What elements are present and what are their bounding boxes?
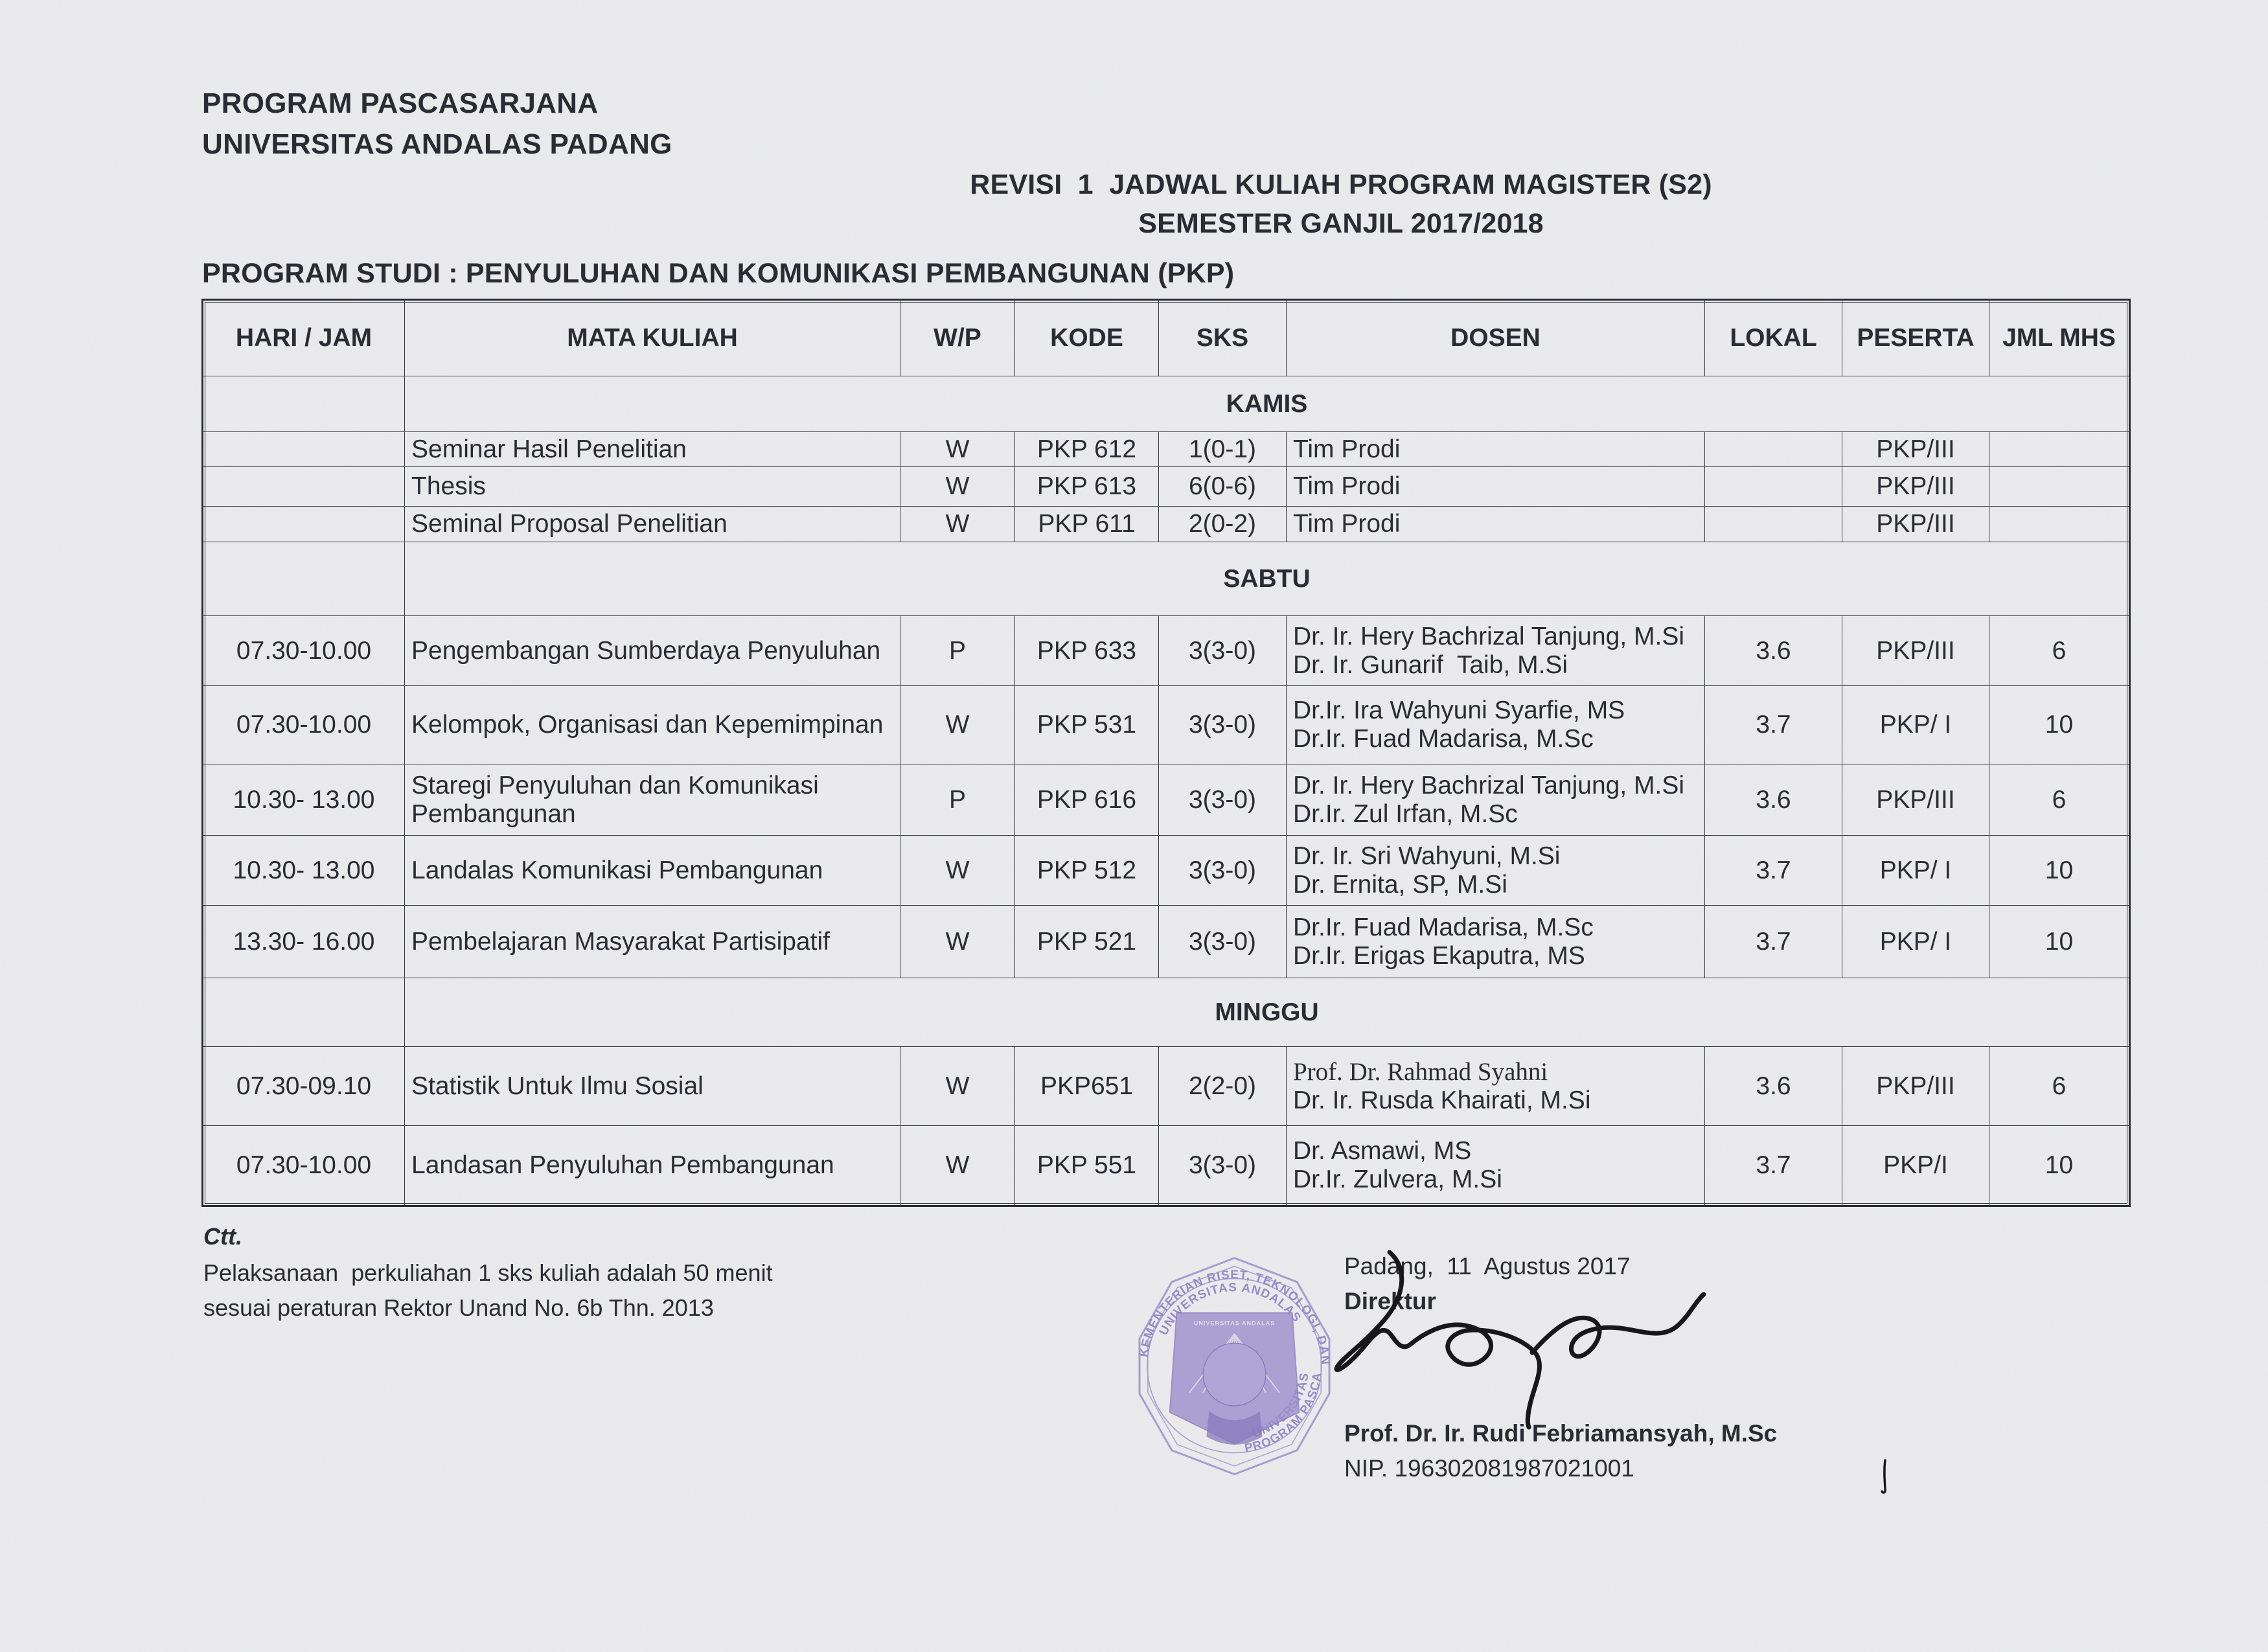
svg-text:UNIVERSITAS ANDALAS: UNIVERSITAS ANDALAS xyxy=(1194,1320,1276,1327)
